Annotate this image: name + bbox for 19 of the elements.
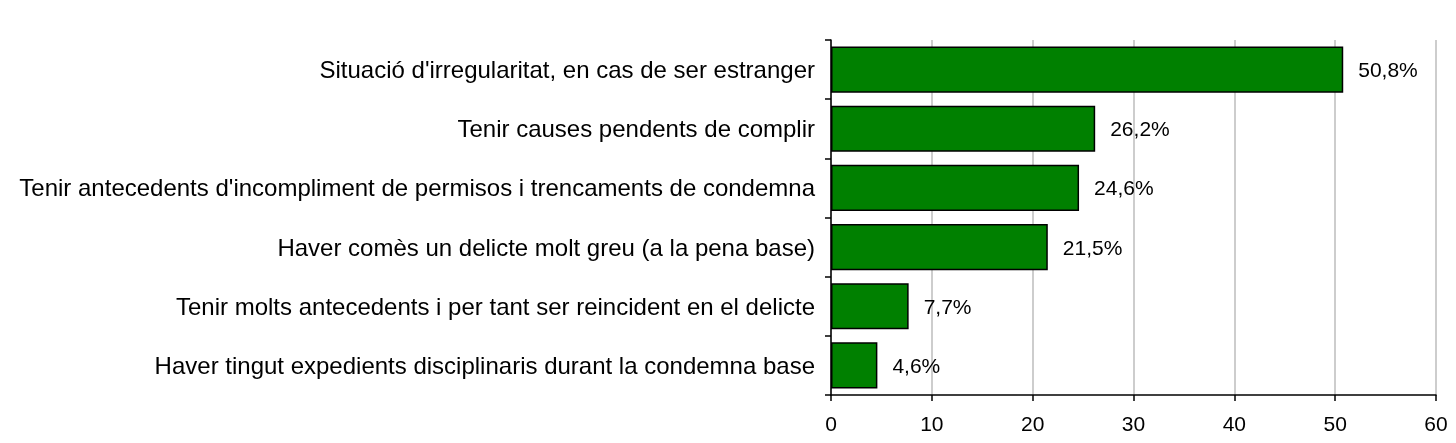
x-tick-label: 50 — [1323, 412, 1347, 435]
y-tick-label: Tenir molts antecedents i per tant ser reincident en el delicte — [175, 292, 815, 320]
x-tick-label: 30 — [1121, 412, 1146, 435]
data-label: 24,6% — [1094, 176, 1154, 200]
x-tick-label: 60 — [1424, 412, 1448, 435]
x-tick-label: 20 — [1020, 412, 1045, 435]
y-tick-label: Haver comès un delicte molt greu (a la pena base) — [277, 233, 815, 261]
x-tick-label: 40 — [1222, 412, 1247, 435]
data-label: 26,2% — [1110, 117, 1170, 141]
y-tick-label: Haver tingut expedients disciplinaris durant la condemna base — [154, 351, 815, 379]
y-tick-label: Tenir antecedents d'incompliment de permisos i trencaments de condemna — [19, 174, 816, 202]
y-tick-label: Situació d'irregularitat, en cas de ser estranger — [319, 56, 815, 84]
y-tick-label: Tenir causes pendents de complir — [457, 115, 815, 143]
x-tick-label: 10 — [920, 412, 944, 435]
data-label: 50,8% — [1358, 58, 1418, 82]
x-tick-label: 0 — [825, 412, 837, 435]
data-label: 4,6% — [892, 353, 941, 377]
data-label: 7,7% — [923, 294, 972, 318]
data-label: 21,5% — [1062, 235, 1123, 259]
